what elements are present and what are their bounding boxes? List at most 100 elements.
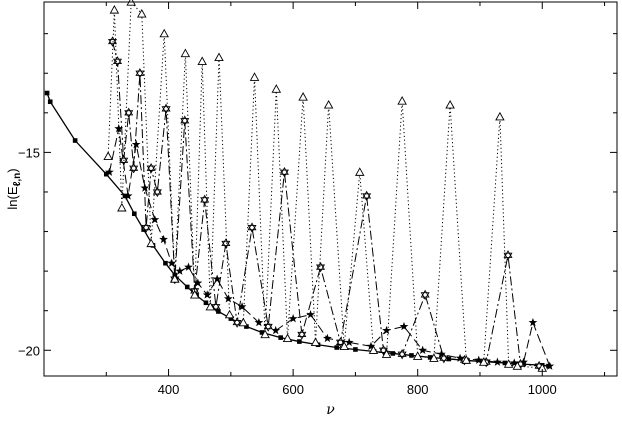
x-axis-title: ν [326,402,335,418]
data-point [211,301,221,312]
data-point [124,107,134,119]
data-point [223,294,233,303]
data-point [205,301,216,311]
data-point [362,190,372,202]
data-point [353,347,358,352]
data-point [409,353,414,358]
data-point [107,36,118,47]
series-line [107,0,543,369]
data-point [123,191,133,200]
data-point [355,167,365,176]
data-point [474,355,484,364]
data-point [445,99,455,109]
data-point [310,337,321,347]
series-square [44,90,551,369]
data-point [399,321,409,331]
data-point [237,302,247,311]
data-point [184,284,190,290]
x-tick-label: 1000 [528,382,557,397]
data-point [214,52,224,62]
data-point [141,222,151,233]
data-point [232,317,242,328]
data-point [344,337,354,347]
data-point [44,90,50,96]
data-point [163,260,168,266]
data-point [170,274,180,283]
data-point [495,111,505,121]
data-point [244,324,249,329]
data-point [159,28,169,38]
data-point [180,48,191,58]
data-point [129,163,139,174]
data-point [137,8,147,18]
data-point [249,72,260,81]
data-point [545,361,555,370]
data-point [390,351,396,356]
data-point [109,4,120,14]
data-point [202,290,212,299]
data-point [366,341,376,351]
series-line [108,128,551,367]
data-point [184,262,193,271]
data-point [180,115,190,126]
data-point [512,361,523,370]
data-point [397,96,407,105]
x-tick-label: 400 [158,382,180,397]
data-point [216,309,221,314]
data-point [152,186,162,198]
data-point [203,300,209,306]
data-point [212,274,222,283]
y-tick-label: −15 [18,145,40,160]
data-point [112,56,123,67]
data-point [368,345,379,354]
plot-frame [43,1,618,377]
data-point [47,99,53,105]
data-point [282,333,293,343]
data-point [323,99,334,109]
data-point [478,357,489,366]
data-point [260,329,270,339]
data-point [224,309,235,319]
data-point [119,155,129,166]
data-point [298,92,308,101]
data-point [126,0,136,6]
data-point [493,357,502,366]
data-point [412,351,423,360]
y-axis-title: ln(Eℓ,n) [5,168,23,209]
y-axis-title-close: ) [5,168,20,172]
series-open-star [107,36,544,372]
series-filled-star [105,124,555,370]
tick-layer: 400 600 800 1000 −15 −20 [18,2,617,397]
y-axis-title-main: ln(E [5,186,20,209]
data-point [146,163,156,174]
data-point [247,222,257,233]
data-point [167,258,177,267]
data-point [150,215,160,224]
data-point [334,345,340,350]
data-point [221,238,231,249]
data-point [135,68,145,79]
data-point [382,325,391,335]
data-point [278,335,283,340]
series-open-triangle [103,0,548,372]
data-point [439,352,449,364]
data-point [228,316,234,321]
data-point [105,167,114,176]
data-point [175,266,185,275]
data-point [436,349,446,358]
data-point [297,329,307,340]
data-point [197,56,207,66]
data-point [297,339,302,344]
data-point [132,211,137,217]
data-point [461,355,472,364]
data-point [259,330,265,335]
data-point [159,234,168,244]
data-point [528,317,538,327]
data-point [117,202,127,212]
data-point [503,359,514,368]
data-point [189,289,200,299]
y-axis-title-subscript: ℓ,n [12,173,23,187]
x-tick-label: 800 [407,382,429,397]
data-point [103,151,113,161]
data-point [418,345,428,354]
